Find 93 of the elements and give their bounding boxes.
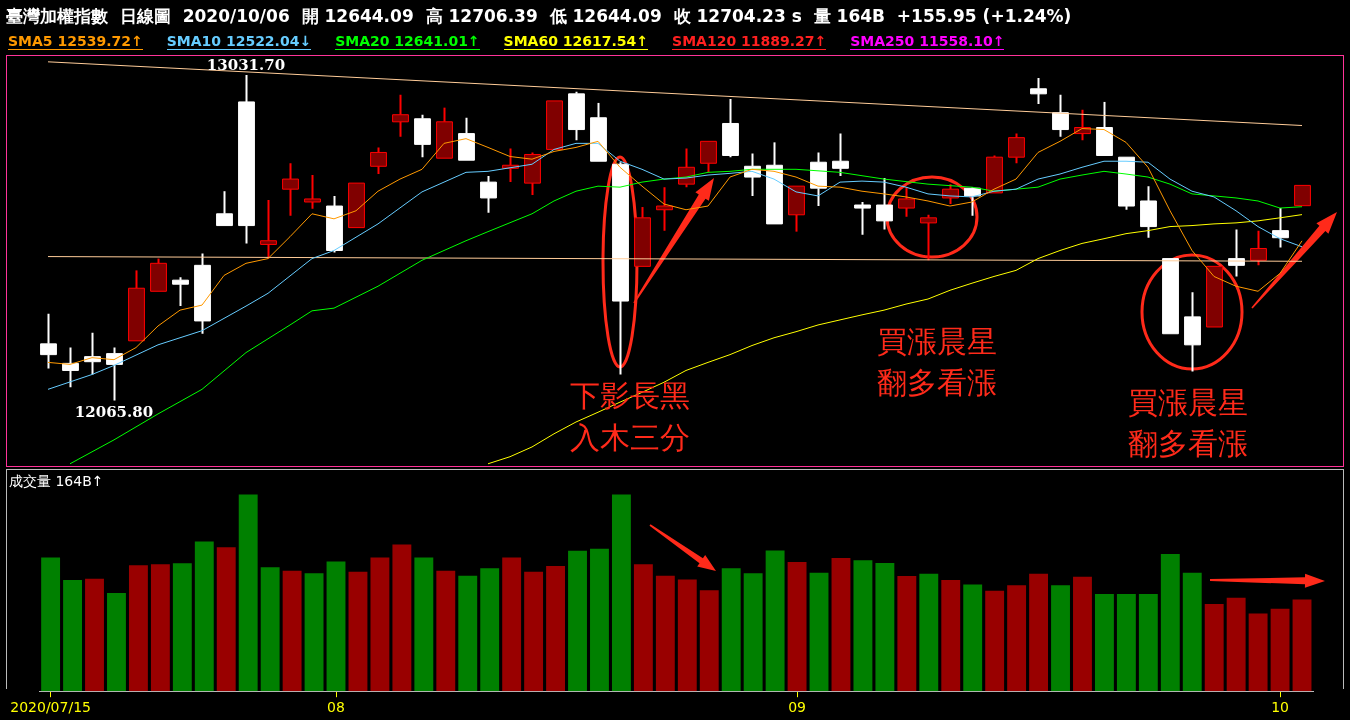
- candlestick: [238, 74, 255, 245]
- bar: [524, 571, 544, 692]
- bar: [1292, 599, 1312, 692]
- bar: [765, 550, 785, 692]
- text: SMA5 12539.72↑: [8, 33, 143, 50]
- candlestick: [1162, 258, 1179, 335]
- bar: [546, 565, 565, 692]
- text: SMA20 12641.01↑: [335, 33, 480, 50]
- candlestick: [1250, 229, 1267, 267]
- x-tick-label: 09: [788, 699, 806, 716]
- annotation: 買漲晨星: [877, 323, 997, 361]
- bar: [985, 590, 1005, 692]
- candlestick: [590, 101, 607, 162]
- legend-label: SMA250 11558.10↑: [850, 33, 1005, 50]
- candlestick: [260, 198, 277, 260]
- bar: [458, 575, 478, 692]
- bar: [63, 580, 82, 692]
- bar: [743, 573, 763, 692]
- annotation: 買漲晨星: [1128, 384, 1248, 422]
- bar: [1051, 585, 1070, 692]
- candlestick: [898, 186, 915, 218]
- bar: [85, 578, 104, 692]
- bar: [304, 573, 324, 692]
- bar: [282, 570, 302, 692]
- chart-title: 成交量 164B↑: [9, 473, 104, 491]
- chart-title: 臺灣加權指數 日線圖 2020/10/06 開 12644.09 高 12706.39 低 12644.09 收 12704.23 s 量 164B +155.95 (+1.24%): [6, 5, 1072, 28]
- legend-label: SMA120 11889.27↑: [672, 33, 827, 50]
- annotation: 翻多看漲: [877, 364, 997, 402]
- bar: [831, 558, 851, 692]
- bar: [1204, 604, 1224, 692]
- bar: [1160, 553, 1180, 692]
- bar: [699, 590, 719, 692]
- annotation: 12065.80: [74, 402, 154, 421]
- bar: [128, 565, 148, 692]
- x-tick-label: 10: [1271, 699, 1289, 716]
- bar: [107, 592, 126, 692]
- bar: [1007, 585, 1027, 692]
- bar: [655, 575, 675, 692]
- bar: [677, 579, 697, 692]
- bar: [787, 562, 807, 692]
- bar: [1270, 608, 1290, 692]
- bar: [590, 548, 609, 692]
- bar: [238, 494, 258, 692]
- bar: [1073, 576, 1092, 692]
- bar: [721, 568, 741, 692]
- bar: [502, 557, 522, 692]
- bar: [875, 563, 895, 692]
- x-tick-label: 2020/07/15: [10, 699, 91, 716]
- bar: [611, 494, 631, 692]
- bar: [414, 557, 434, 692]
- candlestick: [128, 269, 145, 342]
- bar: [1182, 572, 1202, 692]
- candlestick: [458, 116, 475, 161]
- bar: [348, 571, 368, 692]
- text: SMA60 12617.54↑: [503, 33, 649, 50]
- candlestick: [634, 206, 651, 267]
- bar: [897, 575, 917, 692]
- candlestick: [1096, 100, 1113, 156]
- bar: [963, 584, 983, 692]
- bar: [1248, 613, 1268, 692]
- bar: [1226, 597, 1246, 692]
- bar: [260, 567, 280, 692]
- bar: [480, 568, 500, 692]
- bar: [919, 573, 939, 692]
- bar: [1094, 593, 1114, 692]
- candlestick: [546, 100, 563, 150]
- candlestick: [612, 161, 629, 376]
- bar: [1029, 573, 1049, 692]
- bar: [194, 541, 214, 692]
- bar: [633, 564, 653, 692]
- bar: [326, 561, 346, 692]
- annotation: 13031.70: [206, 56, 286, 75]
- bar: [172, 563, 192, 692]
- bar: [941, 579, 961, 692]
- bar: [370, 557, 390, 692]
- bar: [41, 557, 61, 692]
- candlestick: [436, 106, 453, 159]
- bar: [392, 544, 412, 692]
- x-tick-label: 08: [327, 699, 345, 716]
- bar: [150, 564, 170, 692]
- text: SMA10 12522.04↓: [166, 33, 312, 50]
- bar: [1116, 593, 1136, 692]
- text: 翻多看漲: [1128, 425, 1248, 463]
- bar: [1138, 593, 1158, 692]
- bar: [568, 550, 587, 692]
- bar: [216, 547, 236, 692]
- text: 入木三分: [570, 419, 690, 457]
- candlestick: [524, 151, 541, 196]
- bar: [853, 560, 873, 692]
- candlestick: [722, 97, 739, 159]
- bar: [809, 572, 829, 692]
- annotation: 下影長黑: [570, 377, 690, 415]
- bar: [436, 570, 456, 692]
